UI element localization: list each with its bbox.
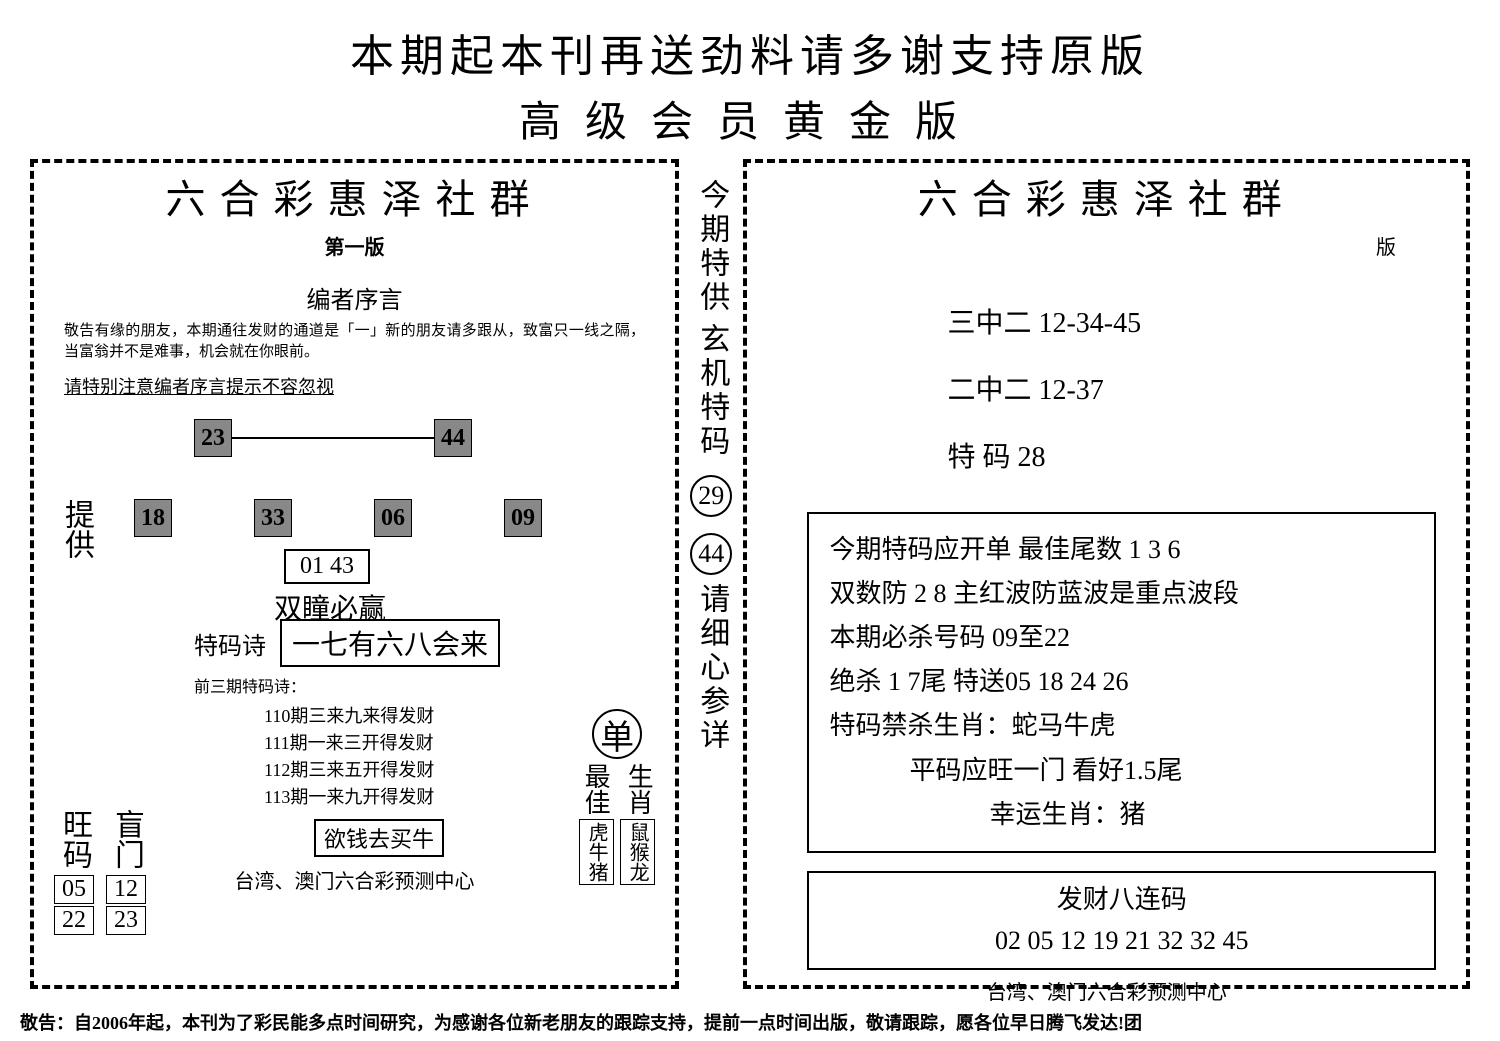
- chart-area: 提供 23 44 18 33 06 09 01 43 双瞳必赢: [34, 409, 675, 619]
- left-title: 六合彩惠泽社群: [34, 167, 675, 225]
- num-row-1: 33: [254, 499, 292, 537]
- wang-num-2b: 23: [106, 906, 146, 935]
- rb-3: 绝杀 1 7尾 特送05 18 24 26: [829, 660, 1414, 704]
- right-title: 六合彩惠泽社群: [747, 167, 1466, 225]
- prev-label: 前三期特码诗：: [34, 673, 675, 697]
- panels: 六合彩惠泽社群 第一版 编者序言 敬告有缘的朋友，本期通往发财的通道是「一」新的…: [30, 159, 1470, 989]
- left-version: 第一版: [34, 231, 675, 260]
- rb-2: 本期必杀号码 09至22: [829, 616, 1414, 660]
- bottom-note: 敬告：自2006年起，本刊为了彩民能多点时间研究，为感谢各位新老朋友的跟踪支持，…: [20, 1009, 1480, 1035]
- header-line2: 高级会员黄金版: [30, 88, 1470, 149]
- r-lines: 三中二 12-34-45 二中二 12-37 特 码 28: [747, 290, 1466, 492]
- dan-box-1: 虎牛猪: [579, 819, 614, 885]
- r-line2: 二中二 12-37: [947, 357, 1466, 424]
- dan-circle: 单: [592, 709, 642, 759]
- center-nums: 01 43: [284, 549, 370, 584]
- shuang-label: 双瞳必赢: [274, 587, 386, 627]
- dan-l2: 生肖: [620, 763, 657, 815]
- wang-num-1b: 22: [54, 906, 94, 935]
- right-version: 版: [747, 231, 1466, 260]
- dan-box-2: 鼠猴龙: [620, 819, 655, 885]
- fa-title: 发财八连码: [815, 879, 1428, 921]
- r-line3: 特 码 28: [947, 424, 1466, 491]
- tema-label: 特码诗: [194, 626, 266, 661]
- mid-strip: 今期特供 玄机特码 29 44 请细心参详: [687, 159, 735, 989]
- mid-t2: 玄机特码: [689, 323, 733, 459]
- mid-t1: 今期特供: [689, 179, 733, 315]
- wang-num-2a: 12: [106, 875, 146, 904]
- fa-box: 发财八连码 02 05 12 19 21 32 32 45: [807, 871, 1436, 970]
- rb-6: 幸运生肖：猪: [829, 793, 1414, 837]
- preface-title: 编者序言: [34, 280, 675, 315]
- rb-0: 今期特码应开单 最佳尾数 1 3 6: [829, 528, 1414, 572]
- mid-c2: 44: [690, 533, 732, 575]
- wang-head-1: 旺码: [52, 809, 96, 869]
- fa-nums: 02 05 12 19 21 32 32 45: [815, 920, 1428, 962]
- wang-block: 旺码 05 22 盲门 12 23: [52, 809, 148, 935]
- num-line: [232, 437, 434, 439]
- right-footer: 台湾、澳门六合彩预测中心: [747, 976, 1466, 1005]
- rb-4: 特码禁杀生肖：蛇马牛虎: [829, 704, 1414, 748]
- panel-right: 六合彩惠泽社群 版 三中二 12-34-45 二中二 12-37 特 码 28 …: [743, 159, 1470, 989]
- mid-c1: 29: [690, 475, 732, 517]
- preface-body: 敬告有缘的朋友，本期通往发财的通道是「一」新的朋友请多跟从，致富只一线之隔，当富…: [34, 315, 675, 369]
- num-top-1: 44: [434, 419, 472, 457]
- num-top-0: 23: [194, 419, 232, 457]
- dan-block: 单 最佳 生肖 虎牛猪 鼠猴龙: [577, 709, 657, 885]
- wang-col-2: 盲门 12 23: [104, 809, 148, 935]
- mid-t3: 请细心参详: [689, 583, 733, 753]
- wish-box: 欲钱去买牛: [314, 819, 444, 857]
- preface-note: 请特别注意编者序言提示不容忽视: [34, 373, 675, 399]
- header-line1: 本期起本刊再送劲料请多谢支持原版: [30, 20, 1470, 84]
- r-line1: 三中二 12-34-45: [947, 290, 1466, 357]
- wang-num-1a: 05: [54, 875, 94, 904]
- rb-5: 平码应旺一门 看好1.5尾: [829, 749, 1414, 793]
- wang-col-1: 旺码 05 22: [52, 809, 96, 935]
- num-row-2: 06: [374, 499, 412, 537]
- r-box: 今期特码应开单 最佳尾数 1 3 6 双数防 2 8 主红波防蓝波是重点波段 本…: [807, 512, 1436, 853]
- panel-left: 六合彩惠泽社群 第一版 编者序言 敬告有缘的朋友，本期通往发财的通道是「一」新的…: [30, 159, 679, 989]
- tigong-label: 提供: [54, 499, 98, 559]
- num-row-3: 09: [504, 499, 542, 537]
- dan-l1: 最佳: [577, 763, 614, 815]
- rb-1: 双数防 2 8 主红波防蓝波是重点波段: [829, 572, 1414, 616]
- num-row-0: 18: [134, 499, 172, 537]
- wang-head-2: 盲门: [104, 809, 148, 869]
